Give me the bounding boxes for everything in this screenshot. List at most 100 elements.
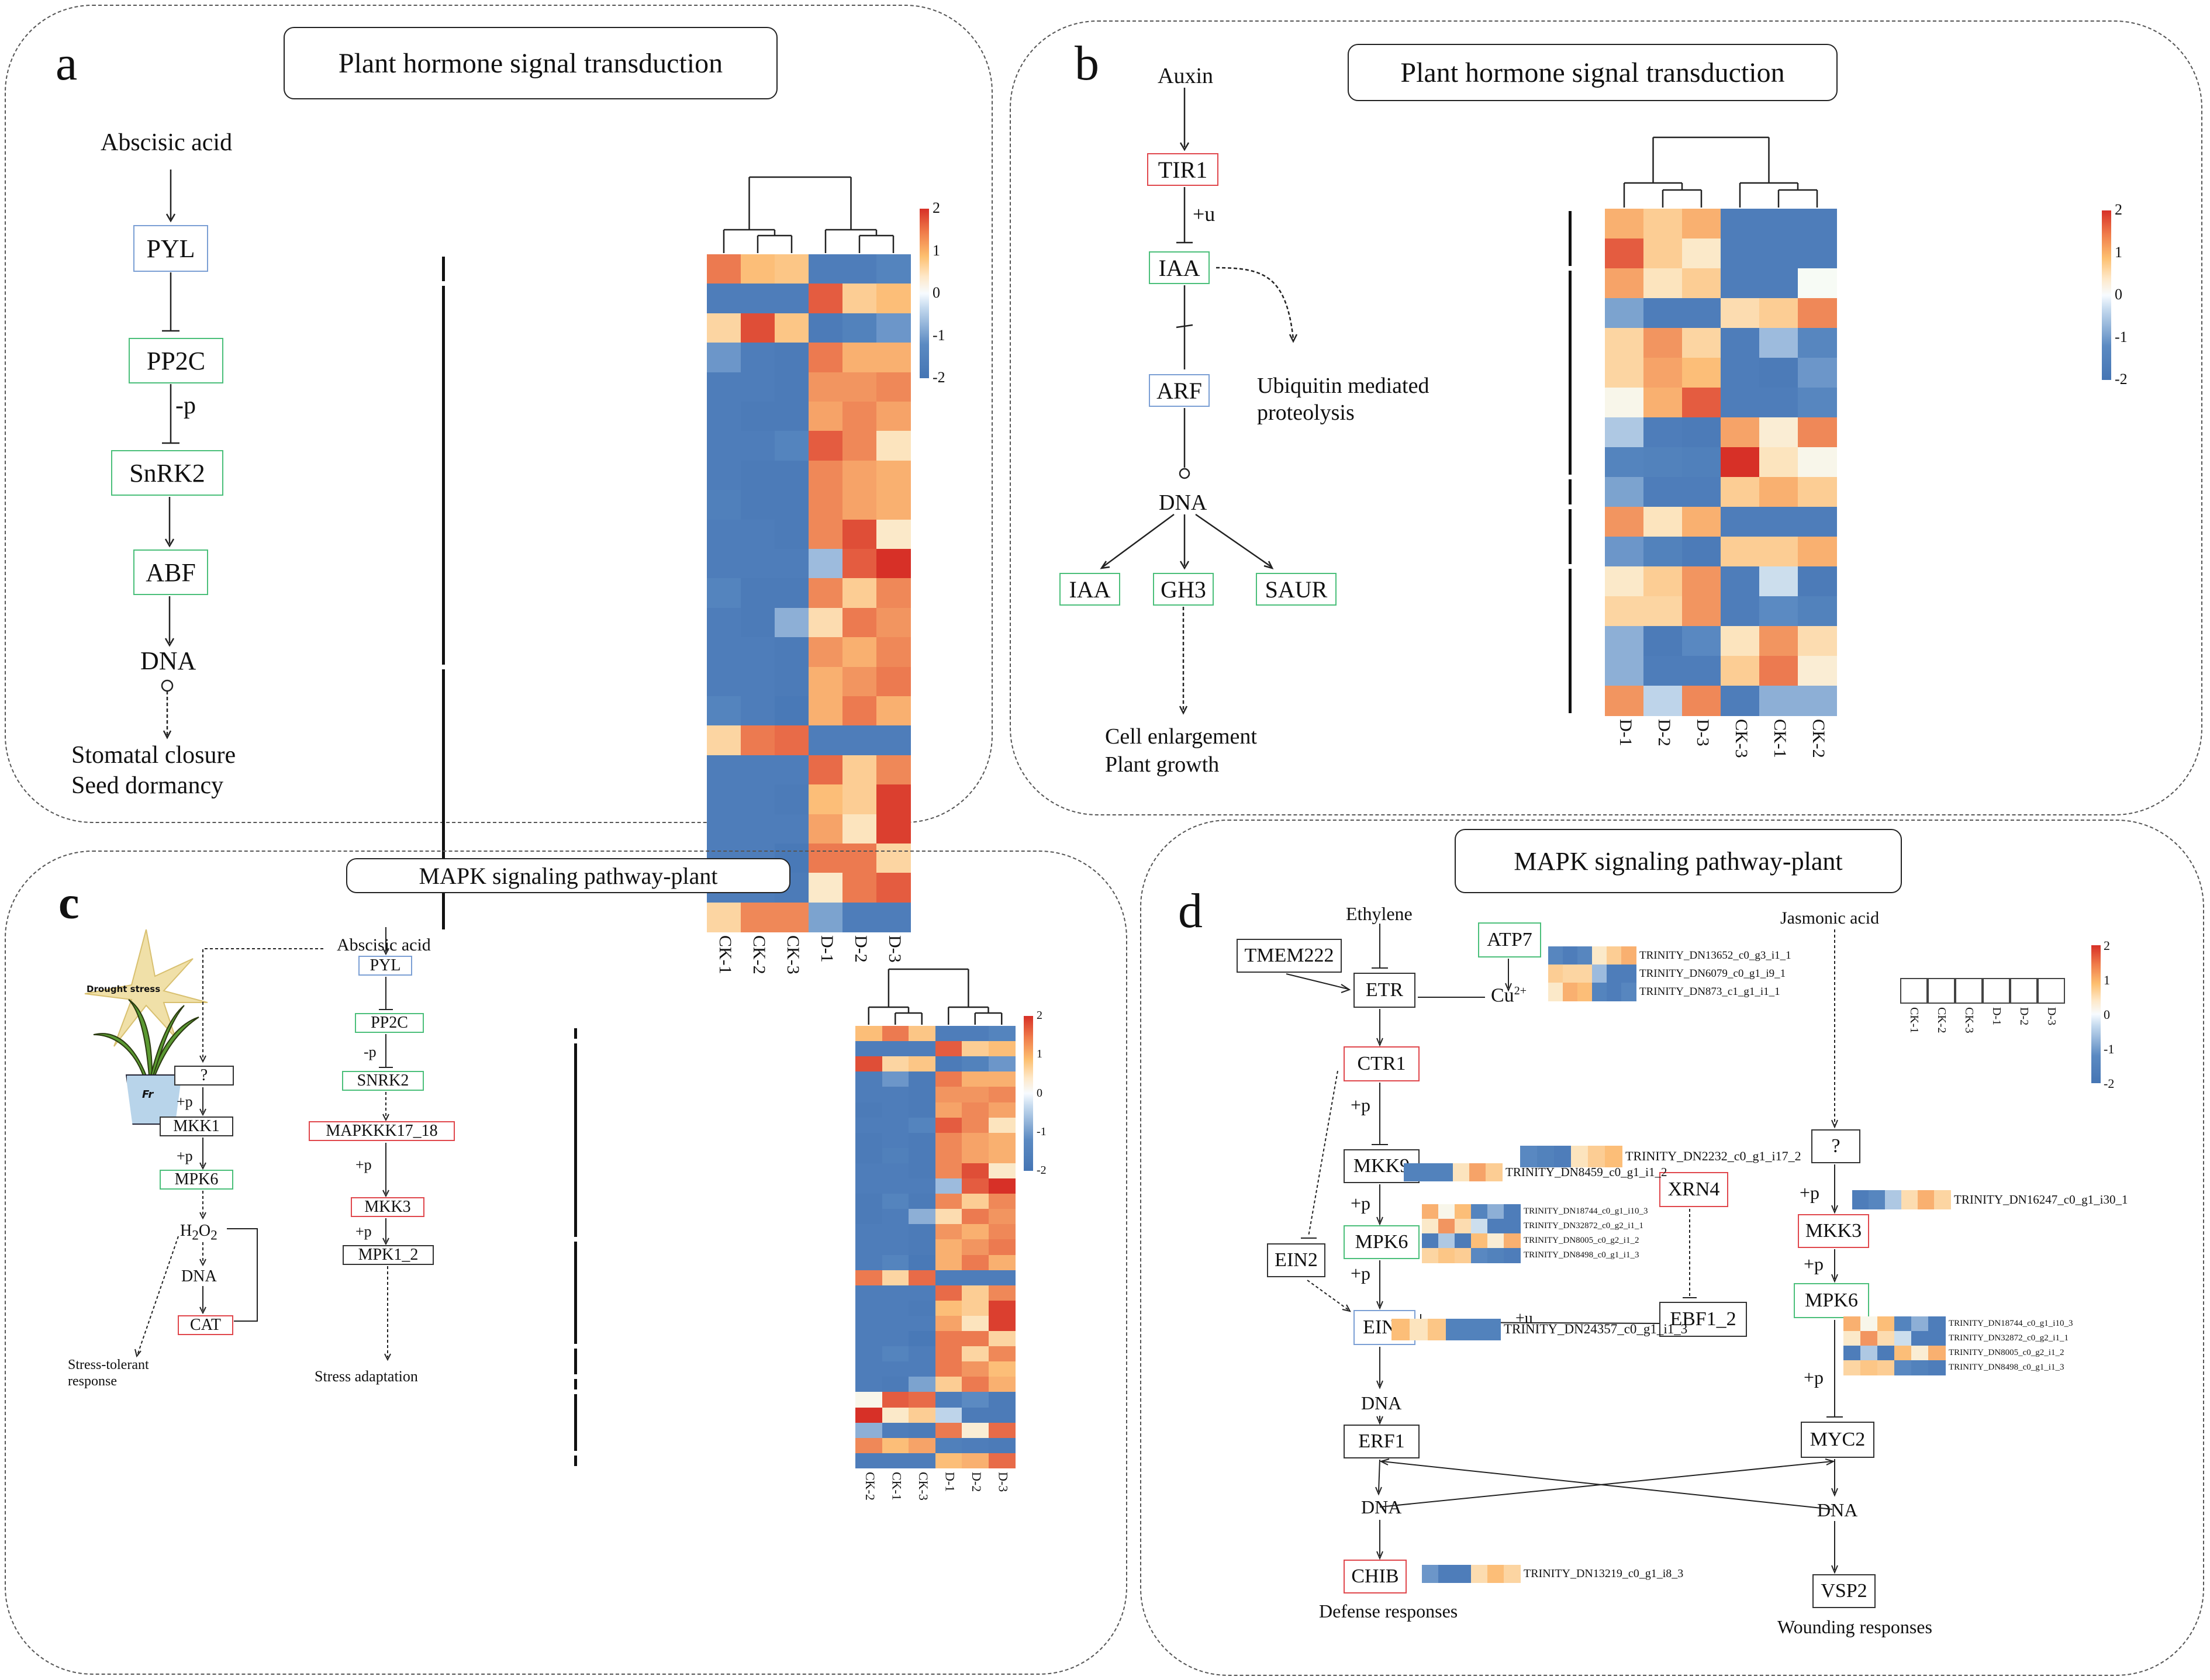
d-node-tmem222[interactable]: TMEM222 xyxy=(1237,939,1342,973)
mini-heatmap-cell xyxy=(1471,1204,1488,1219)
heatmap-column-label: D-3 xyxy=(885,935,904,963)
a-node-snrk2[interactable]: SnRK2 xyxy=(111,450,223,496)
panel-a-letter: a xyxy=(56,36,78,91)
heatmap-cell xyxy=(935,1194,962,1209)
d-node-chib[interactable]: CHIB xyxy=(1344,1560,1407,1593)
heatmap-cell xyxy=(882,1392,909,1408)
b-node-tir1[interactable]: TIR1 xyxy=(1147,153,1218,186)
heatmap-cell xyxy=(842,313,877,343)
heatmap-cell xyxy=(855,1361,882,1377)
heatmap-cell xyxy=(988,1209,1016,1225)
c-label-plus-p-1: +p xyxy=(177,1093,193,1110)
c-node-mkk3[interactable]: MKK3 xyxy=(351,1197,424,1217)
d-node-ein2[interactable]: EIN2 xyxy=(1267,1243,1325,1277)
mini-heatmap-cell xyxy=(1877,1346,1895,1361)
heatmap-cell xyxy=(741,254,775,284)
mini-heatmap-cell xyxy=(1504,1565,1521,1583)
d-cu2plus: Cu2+ xyxy=(1491,984,1527,1007)
c-outcome-stress-tolerant: Stress-tolerant xyxy=(68,1357,149,1373)
mini-heatmap-cell xyxy=(1563,946,1578,965)
a-node-abf[interactable]: ABF xyxy=(133,549,208,595)
b-node-target-iaa[interactable]: IAA xyxy=(1059,573,1120,606)
mini-heatmap-cell xyxy=(1487,1248,1504,1263)
heatmap-cell xyxy=(1721,388,1760,418)
plant-leaves-icon xyxy=(93,999,199,1076)
d-node-erf1[interactable]: ERF1 xyxy=(1344,1425,1420,1458)
c-node-cat[interactable]: CAT xyxy=(178,1315,233,1335)
heatmap-cell xyxy=(988,1102,1016,1118)
a-node-pyl[interactable]: PYL xyxy=(133,225,208,272)
heatmap-cell xyxy=(842,844,877,873)
b-node-iaa[interactable]: IAA xyxy=(1149,251,1210,284)
heatmap-cell xyxy=(809,784,843,815)
heatmap-cell xyxy=(1759,209,1798,239)
heatmap-cell xyxy=(962,1117,989,1133)
c-node-mpk1-2[interactable]: MPK1_2 xyxy=(343,1245,434,1265)
heatmap-cell xyxy=(935,1453,962,1469)
d-node-mkk3[interactable]: MKK3 xyxy=(1798,1214,1869,1248)
b-node-target-gh3[interactable]: GH3 xyxy=(1153,573,1214,606)
mini-heatmap-cell xyxy=(1537,1146,1555,1167)
colorbar-tick-label: 2 xyxy=(2115,201,2122,219)
heatmap-column-label: CK-3 xyxy=(916,1471,931,1501)
c-node-mapkkk17-18[interactable]: MAPKKK17_18 xyxy=(309,1121,455,1141)
heatmap-cell xyxy=(741,313,775,343)
heatmap-cell xyxy=(842,607,877,638)
c-node-cat-label: CAT xyxy=(190,1316,221,1334)
mini-heatmap-gene-label: TRINITY_DN18744_c0_g1_i10_3 xyxy=(1949,1319,2073,1328)
b-side-outcome-2: proteolysis xyxy=(1257,400,1355,425)
c-node-pyl[interactable]: PYL xyxy=(358,956,412,976)
heatmap-cell xyxy=(962,1285,989,1301)
heatmap-group-bracket xyxy=(1569,569,1572,713)
heatmap-cell xyxy=(809,814,843,844)
d-node-mpk6-left[interactable]: MPK6 xyxy=(1344,1225,1420,1259)
mini-heatmap-cell xyxy=(1438,1565,1455,1583)
d-node-ebf1-2[interactable]: EBF1_2 xyxy=(1659,1302,1747,1337)
heatmap-cell xyxy=(1721,626,1760,656)
d-node-myc2-label: MYC2 xyxy=(1810,1429,1866,1450)
heatmap-cell xyxy=(809,666,843,697)
b-node-arf[interactable]: ARF xyxy=(1149,374,1210,407)
d-node-unknown[interactable]: ? xyxy=(1811,1129,1860,1163)
mini-heatmap-gene-label: TRINITY_DN13652_c0_g3_i1_1 xyxy=(1639,949,1791,962)
d-node-myc2[interactable]: MYC2 xyxy=(1801,1422,1874,1458)
heatmap-cell xyxy=(809,607,843,638)
d-node-vsp2[interactable]: VSP2 xyxy=(1812,1574,1876,1608)
c-node-mkk1[interactable]: MKK1 xyxy=(160,1116,233,1136)
heatmap-cell xyxy=(876,490,911,520)
d-node-ctr1[interactable]: CTR1 xyxy=(1344,1046,1420,1081)
c-node-pp2c[interactable]: PP2C xyxy=(355,1013,424,1033)
d-node-atp7-label: ATP7 xyxy=(1487,929,1532,950)
heatmap-cell xyxy=(809,873,843,903)
d-node-etr-label: ETR xyxy=(1365,979,1404,1001)
heatmap-cell xyxy=(1798,626,1837,656)
heatmap-cell xyxy=(775,343,809,373)
a-node-pp2c[interactable]: PP2C xyxy=(129,338,223,383)
heatmap-cell xyxy=(988,1254,1016,1271)
heatmap-cell xyxy=(1682,328,1721,358)
d-node-atp7[interactable]: ATP7 xyxy=(1478,922,1541,957)
heatmap-cell xyxy=(876,431,911,461)
heatmap-cell xyxy=(876,696,911,726)
c-node-snrk2[interactable]: SNRK2 xyxy=(342,1071,424,1091)
c-label-plus-p-4: +p xyxy=(355,1223,372,1240)
heatmap-cell xyxy=(935,1102,962,1118)
c-node-mpk6[interactable]: MPK6 xyxy=(160,1170,233,1190)
d-node-etr[interactable]: ETR xyxy=(1353,973,1415,1008)
mini-heatmap-cell xyxy=(1918,1190,1935,1209)
b-node-target-saur[interactable]: SAUR xyxy=(1256,573,1337,606)
mini-heatmap-cell xyxy=(1504,1233,1521,1249)
heatmap-cell xyxy=(962,1361,989,1377)
heatmap-cell xyxy=(988,1392,1016,1408)
heatmap-cell xyxy=(855,1209,882,1225)
heatmap-cell xyxy=(1759,447,1798,478)
d-node-xrn4[interactable]: XRN4 xyxy=(1659,1172,1728,1207)
heatmap-cell xyxy=(741,343,775,373)
heatmap-cell xyxy=(1759,268,1798,299)
mini-heatmap-gene-label: TRINITY_DN8459_c0_g1_i1_2 xyxy=(1505,1165,1667,1179)
heatmap-cell xyxy=(962,1300,989,1316)
colorbar-tick-label: -1 xyxy=(2115,328,2128,345)
d-node-mpk6-right[interactable]: MPK6 xyxy=(1794,1283,1869,1318)
c-node-unknown[interactable]: ? xyxy=(174,1066,234,1086)
heatmap-cell xyxy=(741,607,775,638)
